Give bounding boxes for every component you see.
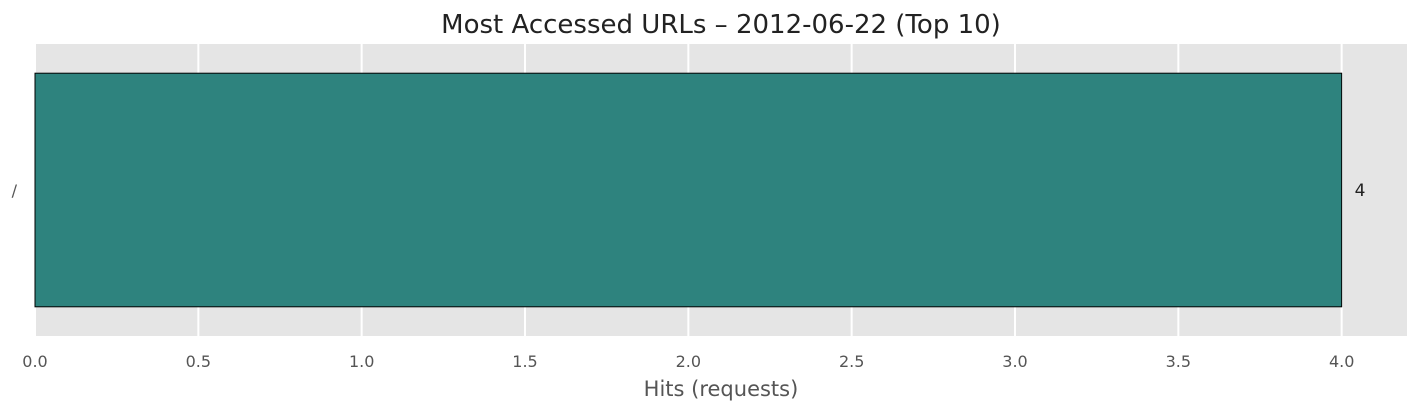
- x-axis-ticks: 0.0 0.5 1.0 1.5 2.0 2.5 3.0 3.5 4.0: [22, 352, 1354, 371]
- x-tick-label: 0.0: [22, 352, 47, 371]
- bars: 4: [34, 72, 1366, 308]
- x-tick-label: 1.0: [349, 352, 374, 371]
- x-axis-label: Hits (requests): [644, 377, 799, 401]
- x-tick-label: 4.0: [1329, 352, 1354, 371]
- x-tick-label: 2.5: [839, 352, 864, 371]
- y-axis-ticks: /: [12, 181, 18, 200]
- bar: [34, 72, 1343, 308]
- x-tick-label: 1.5: [512, 352, 537, 371]
- x-tick-label: 2.0: [676, 352, 701, 371]
- chart-title: Most Accessed URLs – 2012-06-22 (Top 10): [441, 10, 1001, 40]
- x-tick-label: 0.5: [186, 352, 211, 371]
- x-tick-label: 3.0: [1002, 352, 1027, 371]
- bar-value-label: 4: [1355, 181, 1366, 201]
- y-tick-label: /: [12, 181, 18, 200]
- x-tick-label: 3.5: [1166, 352, 1191, 371]
